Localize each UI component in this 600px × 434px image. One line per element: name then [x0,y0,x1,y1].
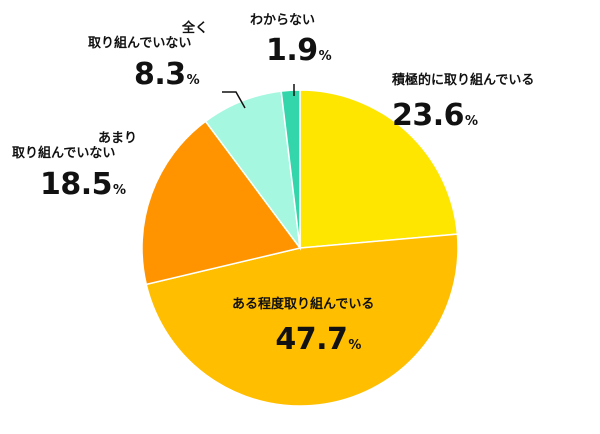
slice-5-category: わからない [250,13,316,28]
label-slice-1: 積極的に取り組んでいる 23.6% [392,73,535,134]
slice-5-unit: % [318,48,332,64]
slice-5-number: 1.9 [266,32,318,68]
slice-4-category-line1: 全く [182,21,209,36]
pie-slice-1 [299,89,459,249]
slice-3-value: 18.5% [12,166,137,203]
pie-slice-3 [141,120,302,286]
slice-4-unit: % [186,72,200,88]
slice-3-category-line1: あまり [98,131,138,146]
label-slice-5: わからない 1.9% [250,13,332,69]
slice-5-value: 1.9% [250,32,332,69]
label-slice-4: 全く 取り組んでいない 8.3% [88,21,209,93]
slice-1-unit: % [465,113,478,129]
leader-line-slice-4 [222,91,246,109]
slice-1-value: 23.6% [392,97,534,134]
slice-1-number: 23.6 [392,97,465,133]
slice-4-number: 8.3 [134,56,186,92]
pie-slice-2 [145,233,459,407]
slice-3-unit: % [113,182,126,198]
label-slice-3: あまり 取り組んでいない 18.5% [12,131,138,203]
slice-2-value: 47.7% [232,321,374,358]
slice-3-number: 18.5 [40,166,113,202]
pie-slice-5 [280,89,301,249]
label-slice-2: ある程度取り組んでいる 47.7% [232,297,375,358]
slice-2-category: ある程度取り組んでいる [232,297,375,312]
slice-2-unit: % [348,337,361,353]
slice-4-value: 8.3% [88,56,208,93]
slice-2-number: 47.7 [275,321,348,357]
slice-4-category-line2: 取り組んでいない [88,35,192,51]
slice-1-category: 積極的に取り組んでいる [392,73,535,88]
slice-3-category-line2: 取り組んでいない [12,145,116,161]
